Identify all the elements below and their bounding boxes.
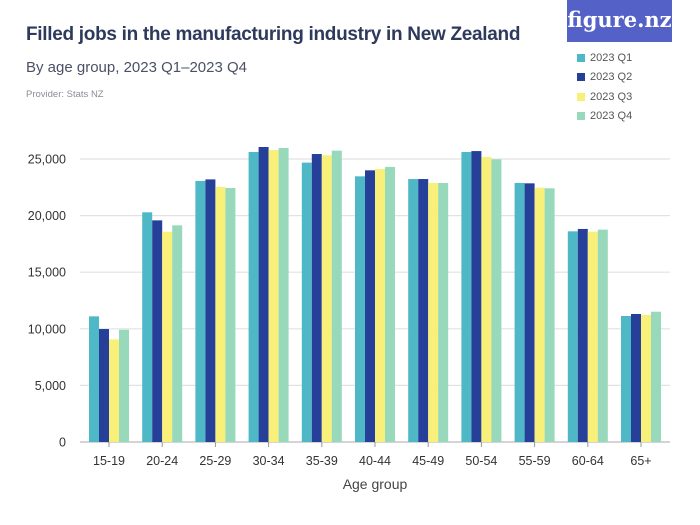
bar-25-29-2023-Q3 [215,186,226,442]
bar-25-29-2023-Q2 [205,179,216,442]
chart-subtitle: By age group, 2023 Q1–2023 Q4 [26,59,248,76]
legend-label: 2023 Q3 [590,90,633,103]
bar-60-64-2023-Q2 [577,228,588,442]
y-tick-label: 5,000 [35,379,66,393]
bar-65+-2023-Q4 [651,311,661,442]
bar-45-49-2023-Q3 [428,182,439,442]
bar-40-44-2023-Q2 [365,170,375,442]
bar-50-54-2023-Q3 [481,156,492,442]
bar-55-59-2023-Q4 [544,188,555,442]
bar-35-39-2023-Q1 [301,162,312,442]
bar-45-49-2023-Q2 [418,179,429,442]
x-tick-label: 65+ [630,454,651,468]
y-tick-label: 0 [59,436,66,450]
legend-swatch [577,53,585,62]
bar-20-24-2023-Q3 [162,231,173,442]
bar-15-19-2023-Q4 [119,329,129,442]
chart-title: Filled jobs in the manufacturing industr… [26,24,521,45]
legend: 2023 Q1 2023 Q2 2023 Q3 2023 Q4 [577,48,632,126]
bar-15-19-2023-Q1 [89,316,99,442]
x-tick-label: 20-24 [146,454,178,468]
bar-60-64-2023-Q1 [567,231,578,442]
x-tick-label: 50-54 [465,454,497,468]
bar-55-59-2023-Q3 [534,187,545,442]
legend-swatch [577,73,585,82]
y-tick-label: 15,000 [28,266,66,280]
bar-20-24-2023-Q1 [142,212,153,442]
bar-35-39-2023-Q3 [321,155,332,442]
bar-30-34-2023-Q3 [268,149,279,442]
bar-65+-2023-Q2 [631,313,641,442]
bar-50-54-2023-Q2 [471,151,482,443]
bar-50-54-2023-Q4 [491,159,502,442]
x-tick-label: 35-39 [306,454,338,468]
bar-40-44-2023-Q4 [385,166,395,442]
figure-nz-logo[interactable]: figure.nz [567,0,672,42]
legend-label: 2023 Q2 [590,71,633,84]
x-tick-label: 55-59 [519,454,551,468]
legend-item: 2023 Q4 [577,107,632,127]
x-tick-label: 60-64 [572,454,604,468]
x-tick-label: 30-34 [253,454,285,468]
bar-55-59-2023-Q1 [514,182,525,442]
bar-25-29-2023-Q4 [225,187,236,442]
bar-40-44-2023-Q1 [355,176,365,443]
bar-20-24-2023-Q4 [172,225,183,442]
provider-text: Provider: Stats NZ [26,89,104,100]
bar-50-54-2023-Q1 [461,151,472,442]
legend-swatch [577,92,585,101]
bar-30-34-2023-Q1 [248,151,259,442]
legend-item: 2023 Q1 [577,48,632,68]
bar-55-59-2023-Q2 [524,183,535,442]
bar-30-34-2023-Q2 [258,147,269,442]
legend-item: 2023 Q2 [577,68,632,88]
bar-25-29-2023-Q1 [195,180,206,442]
legend-label: 2023 Q4 [590,110,633,123]
bar-30-34-2023-Q4 [278,148,289,442]
bar-15-19-2023-Q3 [109,339,119,442]
x-tick-label: 40-44 [359,454,391,468]
y-tick-label: 25,000 [28,153,66,167]
legend-item: 2023 Q3 [577,87,632,107]
bar-65+-2023-Q1 [621,316,631,442]
legend-label: 2023 Q1 [590,51,633,64]
bar-35-39-2023-Q4 [331,150,342,442]
y-tick-label: 10,000 [28,322,66,336]
bar-40-44-2023-Q3 [375,168,385,442]
bar-15-19-2023-Q2 [99,329,109,442]
bar-60-64-2023-Q3 [587,231,598,442]
bar-20-24-2023-Q2 [152,220,163,442]
bar-45-49-2023-Q1 [408,179,419,442]
bar-45-49-2023-Q4 [438,182,449,442]
x-tick-label: 25-29 [199,454,231,468]
bar-65+-2023-Q3 [641,314,651,442]
x-tick-label: 45-49 [412,454,444,468]
bar-60-64-2023-Q4 [597,229,608,442]
x-axis-label: Age group [343,476,408,492]
y-tick-label: 20,000 [28,209,66,223]
bar-35-39-2023-Q2 [311,154,322,442]
x-tick-label: 15-19 [93,454,125,468]
legend-swatch [577,112,585,121]
